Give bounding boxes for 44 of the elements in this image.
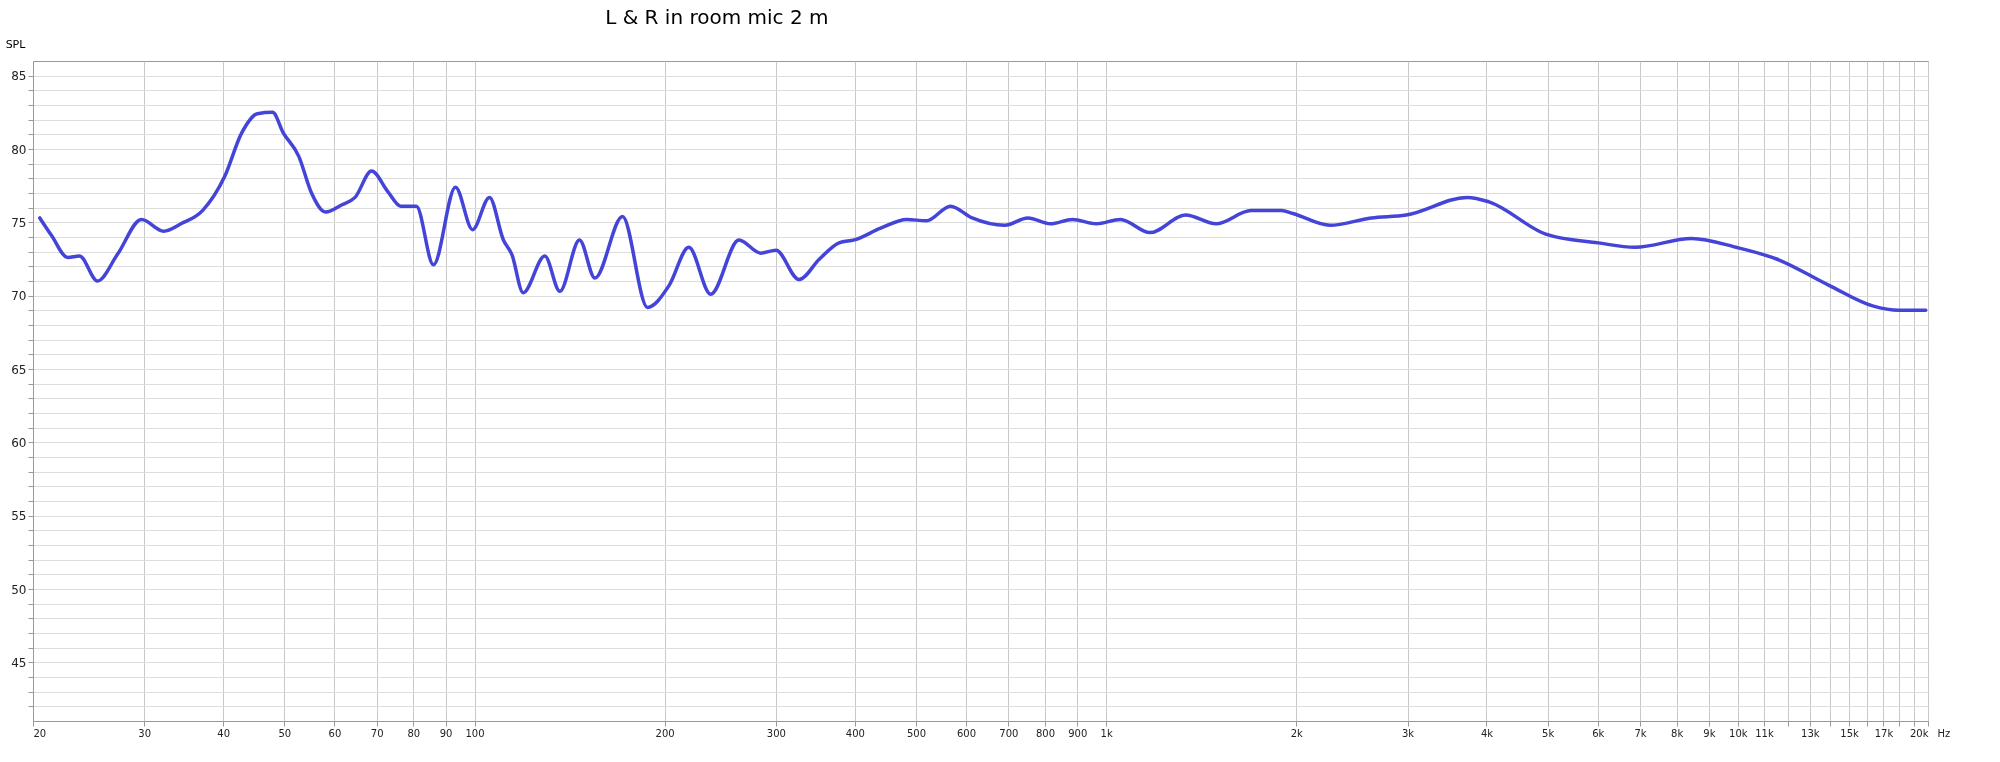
x-tick-label: 9k xyxy=(1703,727,1716,739)
x-tick-label: 6k xyxy=(1592,727,1605,739)
x-tick-label: 17k xyxy=(1874,727,1894,739)
x-tick-label: 100 xyxy=(465,727,485,739)
y-tick-label: 85 xyxy=(11,69,27,84)
x-tick-label: 600 xyxy=(957,727,977,739)
x-tick-label: 80 xyxy=(407,727,421,739)
x-axis-title: Hz xyxy=(1937,727,1951,739)
x-tick-label: 500 xyxy=(906,727,927,739)
x-tick-label: 2k xyxy=(1290,727,1304,739)
x-tick-label: 4k xyxy=(1480,727,1494,739)
x-tick-label: 70 xyxy=(370,727,384,739)
x-tick-label: 30 xyxy=(138,727,152,739)
x-tick-label: 800 xyxy=(1035,727,1056,739)
x-tick-label: 10k xyxy=(1729,727,1748,739)
y-tick-label: 65 xyxy=(11,362,27,377)
x-tick-label: 7k xyxy=(1634,727,1647,739)
x-tick-label: 15k xyxy=(1840,727,1860,739)
x-tick-label: 90 xyxy=(439,727,453,739)
x-tick-label: 400 xyxy=(845,727,865,739)
x-tick-label: 8k xyxy=(1671,727,1684,739)
y-tick-label: 80 xyxy=(11,142,27,157)
x-tick-label: 900 xyxy=(1068,727,1088,739)
x-tick-label: 11k xyxy=(1755,727,1774,739)
x-tick-label: 20k xyxy=(1909,727,1929,739)
x-tick-label: 13k xyxy=(1801,727,1820,739)
y-tick-label: 75 xyxy=(11,215,27,230)
x-tick-label: 200 xyxy=(655,727,675,739)
y-tick-label: 55 xyxy=(11,509,27,524)
x-tick-label: 3k xyxy=(1401,727,1415,739)
x-tick-label: 50 xyxy=(278,727,292,739)
x-tick-label: 40 xyxy=(217,727,231,739)
x-tick-label: 1k xyxy=(1100,727,1113,739)
y-tick-label: 45 xyxy=(11,655,27,670)
x-tick-label: 300 xyxy=(766,727,786,739)
y-tick-label: 60 xyxy=(11,435,27,450)
y-tick-label: 70 xyxy=(11,289,27,304)
x-tick-label: 20 xyxy=(33,727,47,739)
x-tick-label: 60 xyxy=(328,727,342,739)
x-tick-label: 5k xyxy=(1542,727,1555,739)
y-tick-label: 50 xyxy=(11,582,27,597)
y-axis-title: SPL xyxy=(5,37,27,51)
x-tick-label: 700 xyxy=(999,727,1019,739)
chart-title: L & R in room mic 2 m xyxy=(605,5,829,29)
